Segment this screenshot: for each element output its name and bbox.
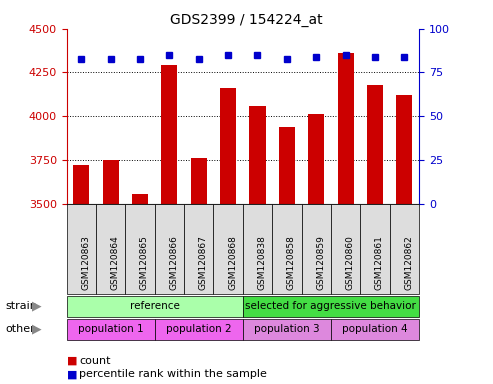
Bar (161, 66, 177, 204)
Text: GSM120864: GSM120864 (110, 235, 120, 290)
Text: population 1: population 1 (78, 324, 143, 334)
Text: GSM120865: GSM120865 (140, 235, 149, 290)
Text: reference: reference (130, 301, 179, 311)
Bar (338, 53, 353, 204)
Bar (191, 158, 207, 204)
Text: GSM120868: GSM120868 (228, 235, 237, 290)
Text: percentile rank within the sample: percentile rank within the sample (79, 369, 267, 379)
Text: population 3: population 3 (254, 324, 319, 334)
Text: ▶: ▶ (32, 300, 42, 313)
Text: population 4: population 4 (342, 324, 408, 334)
Text: GSM120861: GSM120861 (375, 235, 384, 290)
Bar (308, 114, 324, 204)
Text: GDS2399 / 154224_at: GDS2399 / 154224_at (170, 13, 323, 27)
Text: strain: strain (5, 301, 37, 311)
Text: GSM120866: GSM120866 (170, 235, 178, 290)
Bar (396, 95, 413, 204)
Bar (220, 88, 236, 204)
Bar (132, 194, 148, 204)
Bar (73, 165, 89, 204)
Bar (279, 127, 295, 204)
Text: ■: ■ (67, 356, 77, 366)
Text: ▶: ▶ (32, 323, 42, 336)
Text: count: count (79, 356, 110, 366)
Text: GSM120859: GSM120859 (316, 235, 325, 290)
Text: ■: ■ (67, 369, 77, 379)
Text: population 2: population 2 (166, 324, 232, 334)
Text: GSM120863: GSM120863 (81, 235, 90, 290)
Bar (249, 106, 266, 204)
Text: GSM120838: GSM120838 (257, 235, 267, 290)
Text: GSM120867: GSM120867 (199, 235, 208, 290)
Text: selected for aggressive behavior: selected for aggressive behavior (246, 301, 417, 311)
Bar (103, 160, 119, 204)
Text: GSM120862: GSM120862 (404, 235, 413, 290)
Text: GSM120860: GSM120860 (346, 235, 354, 290)
Text: GSM120858: GSM120858 (287, 235, 296, 290)
Text: other: other (5, 324, 35, 334)
Bar (367, 85, 383, 204)
